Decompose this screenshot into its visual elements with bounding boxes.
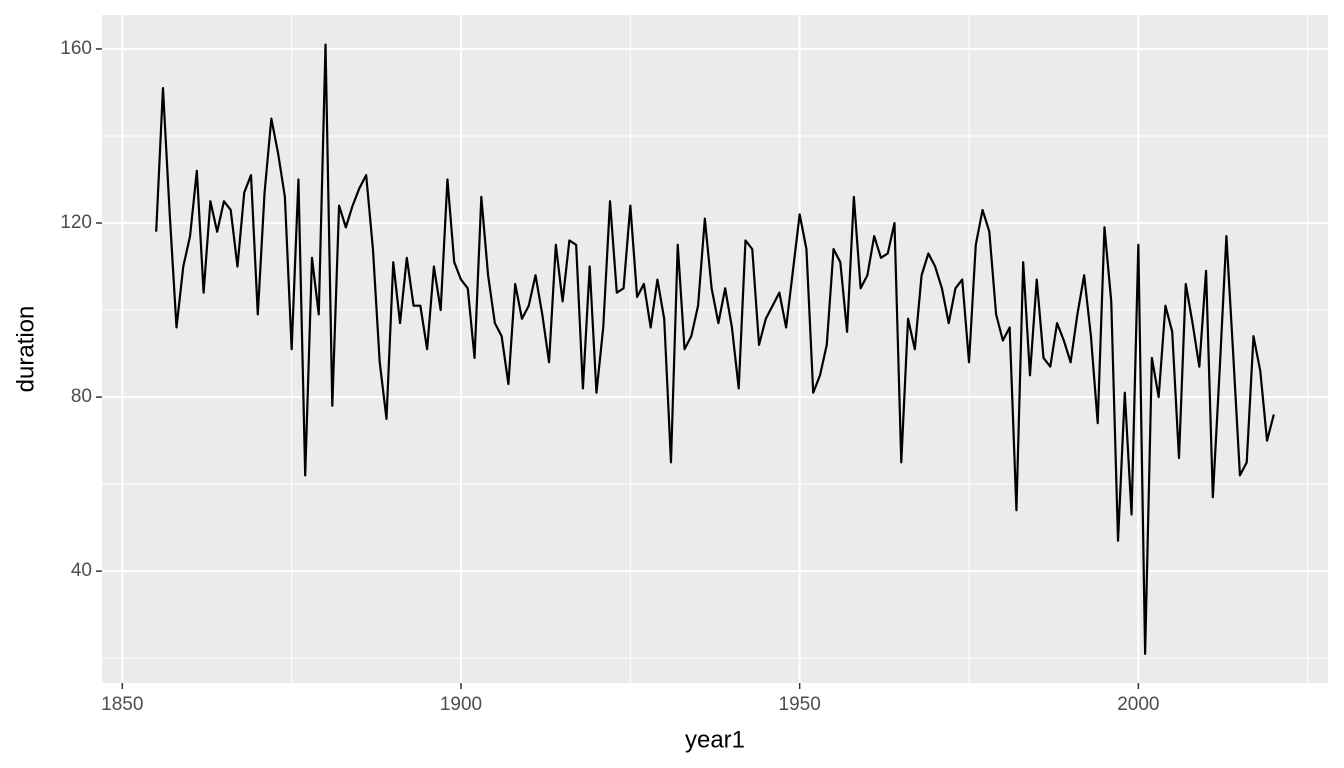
x-axis-title: year1	[685, 726, 745, 753]
x-tick-label: 1900	[440, 694, 482, 715]
y-tick-label: 120	[60, 212, 92, 233]
y-axis-title: duration	[12, 306, 39, 393]
y-tick-label: 160	[60, 38, 92, 59]
y-tick-label: 40	[71, 560, 92, 581]
y-tick-label: 80	[71, 386, 92, 407]
data-line	[155, 43, 1275, 655]
x-tick-label: 2000	[1117, 694, 1159, 715]
x-tick-label: 1950	[779, 694, 821, 715]
x-tick-label: 1850	[101, 694, 143, 715]
